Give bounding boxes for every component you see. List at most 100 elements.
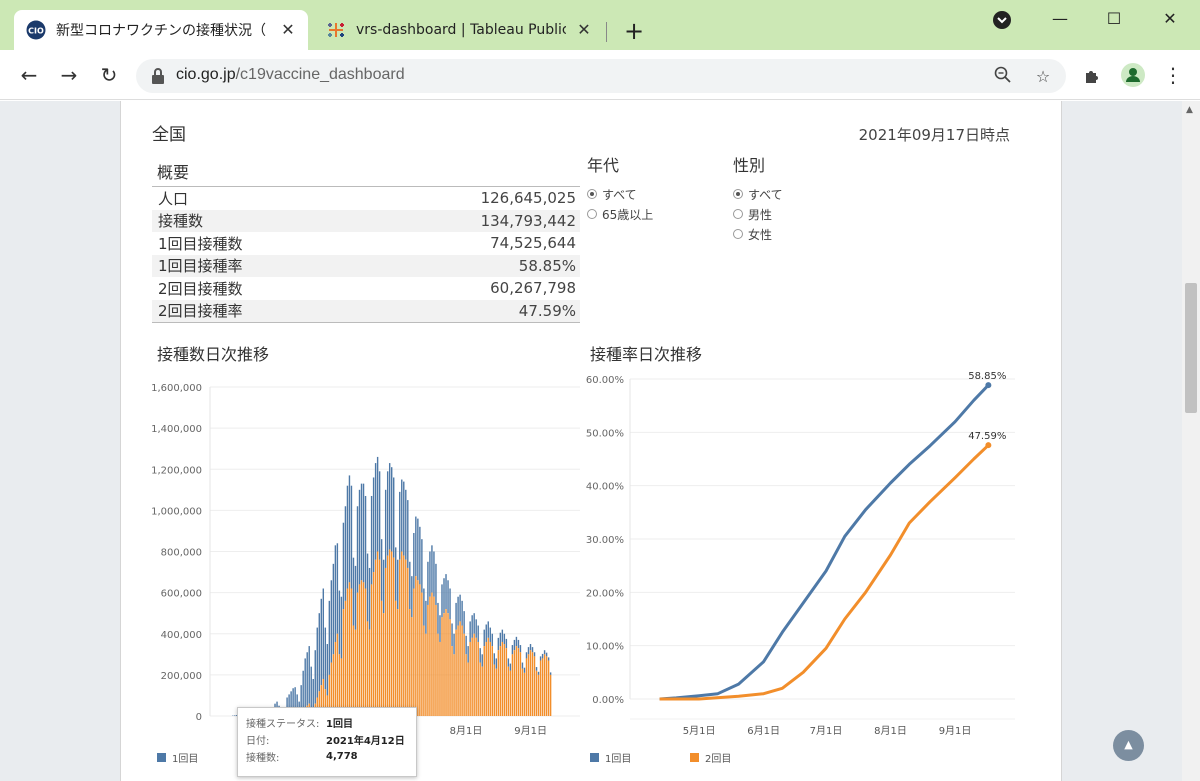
zoom-icon[interactable]: [992, 66, 1014, 88]
age-option-65plus[interactable]: 65歳以上: [587, 204, 653, 224]
bar-first-dose: [340, 596, 343, 659]
bar-first-dose: [481, 654, 483, 667]
x-tick-label: 9月1日: [514, 725, 547, 737]
bar-first-dose: [431, 545, 433, 593]
bar-first-dose: [397, 559, 399, 610]
sex-option-all[interactable]: すべて: [733, 184, 783, 204]
bar-second-dose: [495, 668, 498, 716]
sex-option-female[interactable]: 女性: [733, 224, 783, 244]
profile-icon[interactable]: [1120, 62, 1146, 88]
bar-first-dose: [380, 539, 383, 601]
bar-second-dose: [527, 654, 530, 716]
close-window-icon[interactable]: ✕: [1163, 9, 1177, 28]
summary-row: 接種数 134,793,442: [152, 209, 580, 232]
bar-first-dose: [338, 590, 341, 655]
bar-first-dose: [519, 645, 522, 653]
bar-second-dose: [533, 656, 536, 716]
bar-first-dose: [360, 483, 363, 581]
bar-second-dose: [545, 656, 548, 716]
extensions-icon[interactable]: [1080, 62, 1106, 88]
bar-second-dose: [525, 658, 528, 716]
tab-cio-dashboard[interactable]: CIO 新型コロナワクチンの接種状況（一般 ✕: [14, 10, 308, 50]
y-tick-label: 1,400,000: [151, 424, 202, 435]
maximize-icon[interactable]: ☐: [1106, 9, 1122, 28]
vaccination-rate-line-chart[interactable]: 60.00% 50.00% 40.00% 30.00% 20.00% 10.00% 0.00…: [585, 370, 1025, 745]
sex-filter: 性別 すべて 男性 女性: [733, 152, 783, 244]
new-tab-button[interactable]: +: [623, 17, 645, 45]
bar-second-dose: [509, 670, 512, 716]
page-scrollbar[interactable]: ▲: [1182, 101, 1200, 781]
bar-first-dose: [493, 653, 496, 665]
chart-tooltip: 接種ステータス: 1回目 日付: 2021年4月12日 接種数: 4,778: [237, 707, 417, 777]
forward-icon[interactable]: →: [60, 63, 78, 87]
bar-second-dose: [382, 613, 385, 716]
minimize-icon[interactable]: —: [1052, 9, 1068, 28]
y-tick-label: 800,000: [161, 548, 202, 559]
bar-second-dose: [395, 600, 397, 716]
bar-second-dose: [487, 637, 489, 716]
reload-icon[interactable]: ↻: [100, 63, 118, 87]
bar-second-dose: [493, 664, 496, 716]
scroll-to-top-button[interactable]: ▲: [1113, 730, 1144, 761]
bar-first-dose: [358, 489, 361, 585]
close-tab-icon[interactable]: ✕: [577, 20, 591, 39]
bar-first-dose: [479, 648, 481, 663]
x-tick-label: 8月1日: [874, 725, 907, 737]
bar-first-dose: [294, 687, 296, 712]
bar-first-dose: [399, 491, 401, 560]
y-tick-label: 400,000: [161, 630, 202, 641]
scroll-thumb[interactable]: [1185, 283, 1197, 413]
address-bar[interactable]: cio.go.jp/c19vaccine_dashboard ☆: [136, 59, 1066, 93]
region-title: 全国: [152, 125, 186, 145]
daily-doses-bar-chart[interactable]: 1,600,000 1,400,000 1,200,000 1,000,000 800,…: [140, 370, 580, 745]
radio-icon[interactable]: [587, 209, 597, 219]
bar-first-dose: [372, 477, 375, 573]
bar-second-dose: [549, 674, 552, 716]
bar-first-dose: [517, 639, 520, 649]
summary-row: 2回目接種率 47.59%: [152, 299, 580, 322]
bar-second-dose: [368, 629, 371, 716]
as-of-date: 2021年09月17日時点: [858, 126, 1010, 144]
tab-tableau[interactable]: vrs-dashboard | Tableau Public ✕: [312, 10, 604, 50]
bar-second-dose: [479, 662, 481, 716]
bar-second-dose: [338, 654, 341, 716]
scroll-up-icon[interactable]: ▲: [1186, 105, 1193, 115]
bar-first-dose: [290, 691, 292, 712]
bar-second-dose: [435, 604, 437, 716]
bar-second-dose: [419, 584, 421, 716]
bar-second-dose: [453, 654, 455, 716]
menu-icon[interactable]: ⋮: [1163, 63, 1183, 87]
close-tab-icon[interactable]: ✕: [281, 20, 295, 39]
radio-selected-icon[interactable]: [587, 189, 597, 199]
radio-icon[interactable]: [733, 229, 743, 239]
bar-first-dose: [531, 647, 534, 653]
bar-first-dose: [411, 576, 413, 618]
star-icon[interactable]: ☆: [1035, 67, 1051, 86]
radio-selected-icon[interactable]: [733, 189, 743, 199]
line-legend-first: 1回目: [590, 750, 631, 765]
bar-second-dose: [344, 600, 347, 716]
bar-first-dose: [352, 557, 355, 626]
bar-second-dose: [340, 658, 343, 716]
bar-first-dose: [513, 639, 516, 651]
radio-icon[interactable]: [733, 209, 743, 219]
back-icon[interactable]: ←: [20, 63, 38, 87]
sex-option-male[interactable]: 男性: [733, 204, 783, 224]
line-chart-title: 接種率日次推移: [590, 345, 703, 364]
bar-second-dose: [467, 662, 469, 716]
bar-first-dose: [429, 551, 431, 597]
tab-search-icon[interactable]: [988, 6, 1016, 34]
bar-second-dose: [407, 567, 409, 716]
bar-first-dose: [322, 588, 325, 679]
bar-second-dose: [393, 557, 395, 716]
end-value-label: 47.59%: [968, 431, 1006, 442]
bar-second-dose: [541, 658, 544, 716]
bar-second-dose: [376, 551, 379, 716]
bar-second-dose: [334, 641, 337, 716]
bar-first-dose: [382, 559, 385, 614]
bar-first-dose: [362, 483, 365, 583]
age-option-all[interactable]: すべて: [587, 184, 653, 204]
bar-second-dose: [350, 588, 353, 716]
bar-first-dose: [304, 658, 306, 708]
bar-second-dose: [409, 609, 411, 716]
